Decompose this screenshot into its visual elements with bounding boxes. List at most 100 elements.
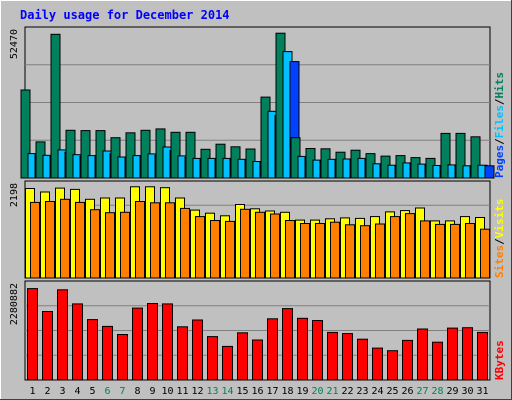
x-tick-label: 14 [221,386,233,397]
y-max-label: 2280882 [9,283,20,325]
bar-kbytes-day-22 [342,333,353,381]
bar-sites-day-26 [405,213,415,279]
bar-sites-day-14 [225,220,235,279]
bar-kbytes-day-17 [267,318,278,381]
x-tick-label: 19 [296,386,308,397]
chart-title: Daily usage for December 2014 [20,8,230,22]
x-tick-label: 15 [236,386,248,397]
legend-visits: Visits [493,199,506,239]
bar-kbytes-day-24 [372,347,383,381]
bar-kbytes-day-15 [237,332,248,381]
x-tick-label: 11 [176,386,188,397]
x-tick-label: 7 [119,386,125,397]
bar-pages-day-31 [484,165,495,179]
bar-sites-day-27 [420,220,430,279]
bar-sites-day-24 [375,223,385,279]
bar-kbytes-day-30 [462,327,473,381]
bar-sites-day-16 [255,211,265,279]
bar-hits-day-4 [65,129,76,179]
bar-kbytes-day-4 [72,303,83,381]
bar-kbytes-day-2 [42,311,53,381]
x-tick-label: 4 [74,386,80,397]
legend-label-visits-sites: Sites/Visits [493,199,506,279]
bar-kbytes-day-13 [207,336,218,381]
x-tick-label: 24 [371,386,383,397]
x-tick-label: 9 [149,386,155,397]
bar-kbytes-day-19 [297,317,308,381]
bar-sites-day-28 [435,223,445,279]
x-tick-label: 3 [59,386,65,397]
bar-sites-day-12 [195,216,205,279]
bar-hits-day-12 [185,131,196,179]
bar-kbytes-day-29 [447,327,458,381]
bar-hits-day-5 [80,130,91,179]
x-tick-label: 31 [476,386,488,397]
x-tick-label: 18 [281,386,293,397]
legend-pages: Pages [493,145,506,178]
x-tick-label: 10 [161,386,173,397]
bar-sites-day-25 [390,216,400,279]
bar-sites-day-29 [450,223,460,279]
bar-hits-day-1 [20,89,31,179]
x-tick-label: 8 [134,386,140,397]
bar-kbytes-day-14 [222,345,233,381]
bar-hits-day-11 [170,131,181,179]
x-tick-label: 29 [446,386,458,397]
bar-sites-day-17 [270,213,280,279]
x-tick-label: 20 [311,386,323,397]
x-tick-label: 12 [191,386,203,397]
bar-hits-day-29 [440,132,451,179]
x-tick-label: 28 [431,386,443,397]
y-max-label: 52470 [9,29,20,59]
bar-sites-day-8 [135,201,145,279]
panel-kbytes: 2280882 KBytes [9,280,506,381]
x-tick-label: 17 [266,386,278,397]
bar-sites-day-15 [240,208,250,279]
bar-sites-day-19 [300,223,310,279]
bar-kbytes-day-20 [312,320,323,381]
x-tick-label: 6 [104,386,110,397]
bar-sites-day-10 [165,202,175,279]
bar-kbytes-day-10 [162,303,173,381]
bar-sites-day-1 [30,201,40,279]
x-tick-label: 30 [461,386,473,397]
bar-kbytes-day-23 [357,338,368,381]
bar-kbytes-day-21 [327,331,338,381]
bar-kbytes-day-18 [282,308,293,381]
x-tick-label: 5 [89,386,95,397]
x-tick-label: 23 [356,386,368,397]
bar-sites-day-20 [315,223,325,279]
chart-panels: 52470Pages/Files/Hits2198Sites/Visits228… [9,26,506,381]
bar-kbytes-day-25 [387,350,398,381]
bar-hits-day-31 [470,136,481,179]
bar-kbytes-day-5 [87,319,98,381]
legend-label-kbytes: KBytes [493,340,506,380]
bar-kbytes-day-12 [192,319,203,381]
bar-sites-day-30 [465,223,475,279]
x-tick-label: 22 [341,386,353,397]
x-tick-label: 16 [251,386,263,397]
legend-label-hits-files-pages: Pages/Files/Hits [493,72,506,178]
bar-sites-day-22 [345,224,355,279]
bar-kbytes-day-28 [432,341,443,381]
y-max-label: 2198 [9,183,20,207]
bar-hits-day-30 [455,132,466,179]
bar-kbytes-day-9 [147,303,158,381]
bar-sites-day-7 [120,211,130,279]
bar-hits-day-3 [50,33,61,179]
bar-sites-day-13 [210,220,220,279]
legend-hits: Hits [493,72,506,99]
bar-sites-day-4 [75,201,85,279]
bar-sites-day-9 [150,202,160,279]
bar-sites-day-18 [285,220,295,279]
x-tick-label: 1 [29,386,35,397]
bar-kbytes-day-16 [252,339,263,381]
bar-sites-day-23 [360,225,370,279]
bar-sites-day-31 [480,228,490,279]
x-axis-labels: 1 2 3 4 5 6 7 8 9 10 11 12 13 14 15 16 17 18 19 20 21 22 23 24 2… [29,386,488,397]
bar-kbytes-day-11 [177,326,188,381]
x-tick-label: 25 [386,386,398,397]
bar-kbytes-day-1 [27,288,38,381]
legend-kbytes: KBytes [493,340,506,380]
